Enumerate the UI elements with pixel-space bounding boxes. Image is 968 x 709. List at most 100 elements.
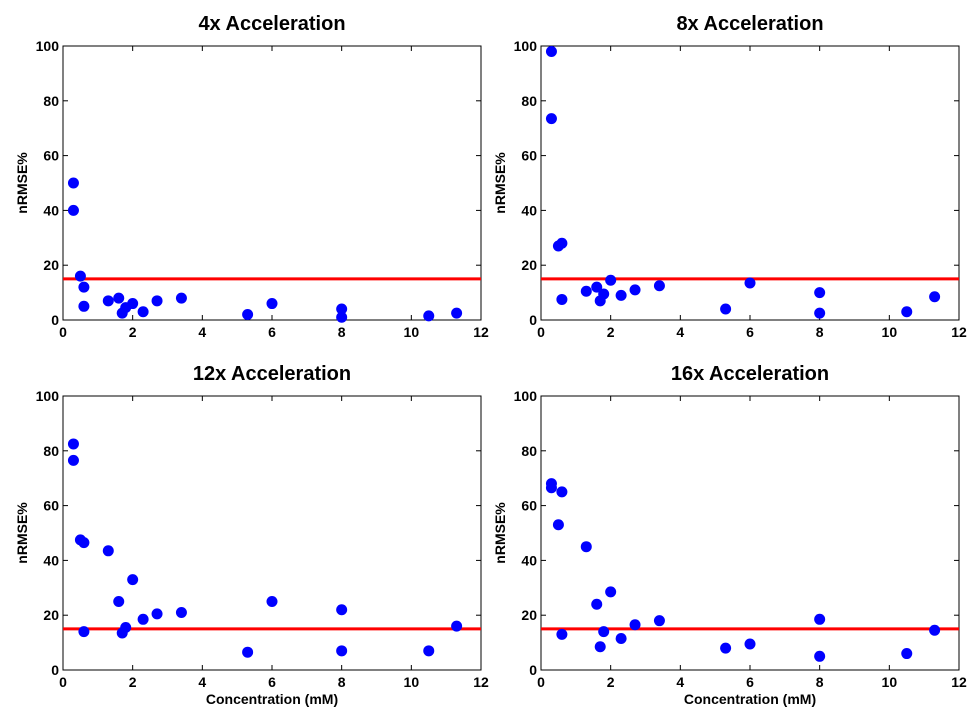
data-point bbox=[175, 292, 187, 304]
data-point bbox=[556, 628, 568, 640]
data-point bbox=[556, 237, 568, 249]
x-tick-label: 0 bbox=[59, 674, 67, 690]
x-tick-label: 10 bbox=[404, 674, 420, 690]
data-point bbox=[102, 545, 114, 557]
data-point bbox=[901, 648, 913, 660]
y-tick-label: 0 bbox=[529, 662, 537, 678]
y-axis-label: nRMSE% bbox=[14, 152, 30, 214]
data-point bbox=[266, 596, 278, 607]
data-point bbox=[605, 274, 617, 286]
data-point bbox=[814, 650, 826, 662]
data-point bbox=[580, 541, 592, 553]
y-axis-label: nRMSE% bbox=[492, 152, 508, 214]
data-point bbox=[242, 646, 254, 658]
data-point bbox=[653, 280, 665, 292]
y-tick-label: 20 bbox=[43, 607, 59, 623]
data-point bbox=[120, 622, 132, 634]
x-tick-label: 8 bbox=[338, 674, 346, 690]
data-point bbox=[451, 307, 463, 319]
x-tick-label: 12 bbox=[951, 324, 967, 340]
data-point bbox=[591, 281, 603, 293]
chart-title: 12x Acceleration bbox=[193, 363, 351, 385]
data-point bbox=[545, 45, 557, 57]
x-tick-label: 10 bbox=[882, 324, 898, 340]
y-tick-label: 40 bbox=[43, 552, 59, 568]
data-point bbox=[744, 638, 756, 650]
x-tick-label: 6 bbox=[268, 674, 276, 690]
x-tick-label: 12 bbox=[951, 674, 967, 690]
data-point bbox=[814, 613, 826, 625]
data-point bbox=[113, 596, 125, 607]
data-point bbox=[594, 641, 606, 653]
y-axis-label: nRMSE% bbox=[492, 502, 508, 564]
x-tick-label: 12 bbox=[473, 324, 489, 340]
x-tick-label: 0 bbox=[537, 674, 545, 690]
x-tick-label: 8 bbox=[816, 324, 824, 340]
x-tick-label: 0 bbox=[59, 324, 67, 340]
data-point bbox=[113, 292, 125, 304]
data-point bbox=[629, 284, 641, 296]
y-tick-label: 20 bbox=[521, 607, 537, 623]
y-tick-label: 40 bbox=[43, 202, 59, 218]
y-tick-label: 0 bbox=[51, 662, 59, 678]
x-tick-label: 6 bbox=[746, 674, 754, 690]
data-point bbox=[929, 624, 941, 636]
y-tick-label: 80 bbox=[521, 93, 537, 109]
x-tick-label: 12 bbox=[473, 674, 489, 690]
data-point bbox=[598, 626, 610, 638]
data-point bbox=[67, 454, 79, 466]
data-point bbox=[67, 438, 79, 450]
data-point bbox=[78, 537, 90, 549]
x-tick-label: 2 bbox=[129, 324, 137, 340]
data-point bbox=[545, 113, 557, 125]
data-point bbox=[605, 586, 617, 598]
data-point bbox=[175, 606, 187, 618]
data-point bbox=[720, 642, 732, 654]
chart-title: 16x Acceleration bbox=[671, 363, 829, 385]
x-axis-label: Concentration (mM) bbox=[684, 691, 816, 707]
y-tick-label: 20 bbox=[521, 257, 537, 273]
data-point bbox=[598, 288, 610, 300]
data-point bbox=[556, 486, 568, 498]
x-tick-label: 0 bbox=[537, 324, 545, 340]
data-point bbox=[78, 626, 90, 638]
y-tick-label: 60 bbox=[521, 148, 537, 164]
data-point bbox=[423, 310, 435, 322]
x-tick-label: 4 bbox=[198, 324, 206, 340]
y-tick-label: 60 bbox=[521, 498, 537, 514]
y-tick-label: 80 bbox=[43, 93, 59, 109]
x-tick-label: 10 bbox=[404, 324, 420, 340]
subplot-4: 0 2 4 6 8 10 12 0 20 40 60 80 100 16x Acceleration nRM… bbox=[492, 363, 967, 707]
data-point bbox=[242, 309, 254, 321]
data-point bbox=[629, 619, 641, 631]
y-tick-label: 0 bbox=[51, 312, 59, 328]
x-tick-label: 10 bbox=[882, 674, 898, 690]
chart-title: 8x Acceleration bbox=[676, 13, 823, 35]
data-point bbox=[67, 204, 79, 216]
data-point bbox=[591, 598, 603, 610]
y-tick-label: 80 bbox=[521, 443, 537, 459]
y-tick-label: 20 bbox=[43, 257, 59, 273]
y-tick-label: 60 bbox=[43, 498, 59, 514]
y-tick-label: 0 bbox=[529, 312, 537, 328]
data-point bbox=[151, 295, 163, 307]
data-point bbox=[78, 281, 90, 293]
data-point bbox=[744, 277, 756, 289]
y-tick-label: 40 bbox=[521, 202, 537, 218]
x-tick-label: 8 bbox=[338, 324, 346, 340]
subplot-1: 0 2 4 6 8 10 12 0 20 40 60 80 100 4x Acceleration nRMS… bbox=[14, 13, 489, 340]
chart-title: 4x Acceleration bbox=[198, 13, 345, 35]
y-tick-label: 100 bbox=[514, 38, 538, 54]
data-point bbox=[423, 645, 435, 657]
y-tick-label: 100 bbox=[36, 388, 60, 404]
data-point bbox=[74, 270, 86, 282]
y-axis-label: nRMSE% bbox=[14, 502, 30, 564]
data-point bbox=[67, 177, 79, 189]
y-tick-label: 80 bbox=[43, 443, 59, 459]
data-point bbox=[814, 287, 826, 299]
x-tick-label: 6 bbox=[746, 324, 754, 340]
x-tick-label: 2 bbox=[607, 324, 615, 340]
data-point bbox=[336, 311, 348, 323]
data-point bbox=[720, 303, 732, 315]
